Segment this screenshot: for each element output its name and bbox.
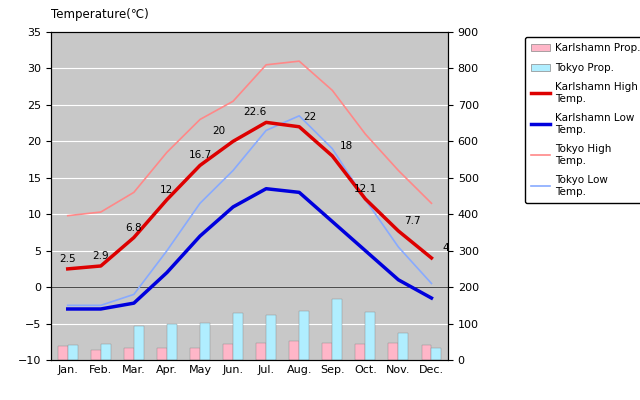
Text: Temperature(℃): Temperature(℃) <box>51 8 149 21</box>
Text: 12.1: 12.1 <box>354 184 377 194</box>
Bar <box>431 348 442 360</box>
Bar <box>266 315 276 360</box>
Bar <box>134 326 144 360</box>
Bar <box>355 344 365 360</box>
Bar <box>289 341 300 360</box>
Legend: Karlshamn Prop., Tokyo Prop., Karlshamn High
Temp., Karlshamn Low
Temp., Tokyo H: Karlshamn Prop., Tokyo Prop., Karlshamn … <box>525 37 640 203</box>
Text: 22.6: 22.6 <box>243 108 267 118</box>
Text: 7.7: 7.7 <box>404 216 420 226</box>
Bar <box>68 345 77 360</box>
Text: 18: 18 <box>340 141 353 151</box>
Bar <box>124 348 134 360</box>
Bar <box>422 345 431 360</box>
Bar <box>332 299 342 360</box>
Bar <box>190 348 200 360</box>
Bar <box>200 323 210 360</box>
Text: 22: 22 <box>304 112 317 122</box>
Bar <box>388 343 398 360</box>
Text: 20: 20 <box>212 126 226 136</box>
Bar <box>223 344 233 360</box>
Text: 12: 12 <box>160 185 173 195</box>
Bar <box>157 348 167 360</box>
Bar <box>101 344 111 360</box>
Bar <box>91 350 101 360</box>
Bar <box>323 342 332 360</box>
Bar <box>58 346 68 360</box>
Bar <box>167 324 177 360</box>
Bar <box>398 333 408 360</box>
Bar <box>233 313 243 360</box>
Bar <box>365 312 375 360</box>
Bar <box>300 311 309 360</box>
Text: 6.8: 6.8 <box>125 223 142 233</box>
Text: 4: 4 <box>442 243 449 253</box>
Text: 2.5: 2.5 <box>60 254 76 264</box>
Text: 16.7: 16.7 <box>188 150 212 160</box>
Bar <box>256 342 266 360</box>
Text: 2.9: 2.9 <box>93 251 109 261</box>
